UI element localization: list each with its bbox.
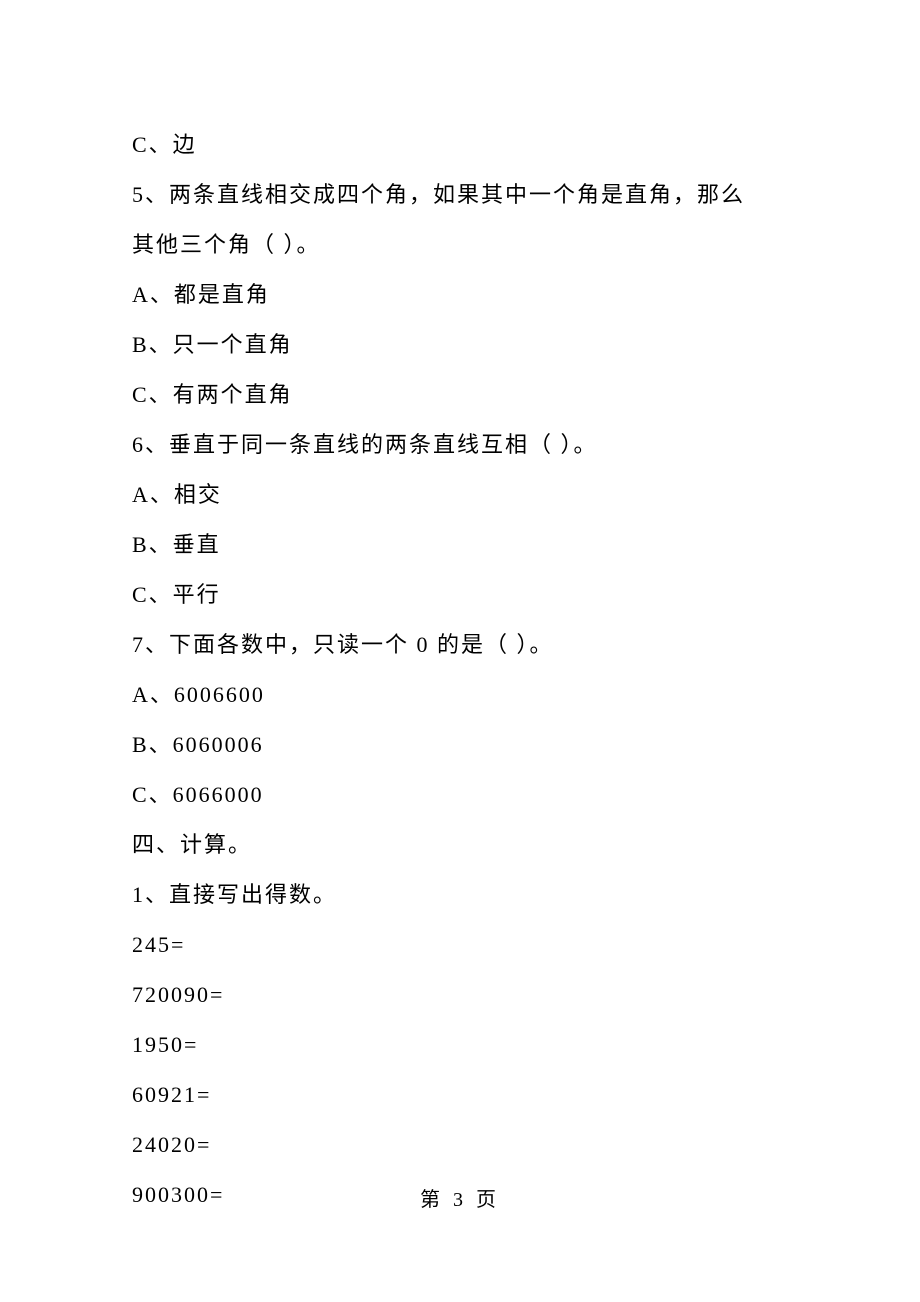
- option-b-q6: B、垂直: [132, 520, 800, 570]
- page-footer: 第 3 页: [0, 1183, 920, 1212]
- calc-3: 1950=: [132, 1020, 800, 1070]
- calc-4: 60921=: [132, 1070, 800, 1120]
- subsection-4-1: 1、直接写出得数。: [132, 870, 800, 920]
- option-c-q4: C、边: [132, 120, 800, 170]
- option-c-q6: C、平行: [132, 570, 800, 620]
- question-7: 7、下面各数中，只读一个 0 的是（ ）。: [132, 620, 800, 670]
- page-number: 第 3 页: [420, 1189, 500, 1211]
- option-c-q7: C、6066000: [132, 770, 800, 820]
- calc-1: 245=: [132, 920, 800, 970]
- document-body: C、边 5、两条直线相交成四个角，如果其中一个角是直角，那么 其他三个角（ ）。…: [0, 0, 920, 1220]
- option-a-q6: A、相交: [132, 470, 800, 520]
- option-b-q5: B、只一个直角: [132, 320, 800, 370]
- section-4-heading: 四、计算。: [132, 820, 800, 870]
- calc-2: 720090=: [132, 970, 800, 1020]
- option-a-q5: A、都是直角: [132, 270, 800, 320]
- option-c-q5: C、有两个直角: [132, 370, 800, 420]
- question-5-line1: 5、两条直线相交成四个角，如果其中一个角是直角，那么: [132, 170, 800, 220]
- question-5-line2: 其他三个角（ ）。: [132, 220, 800, 270]
- question-6: 6、垂直于同一条直线的两条直线互相（ ）。: [132, 420, 800, 470]
- calc-5: 24020=: [132, 1120, 800, 1170]
- option-b-q7: B、6060006: [132, 720, 800, 770]
- option-a-q7: A、6006600: [132, 670, 800, 720]
